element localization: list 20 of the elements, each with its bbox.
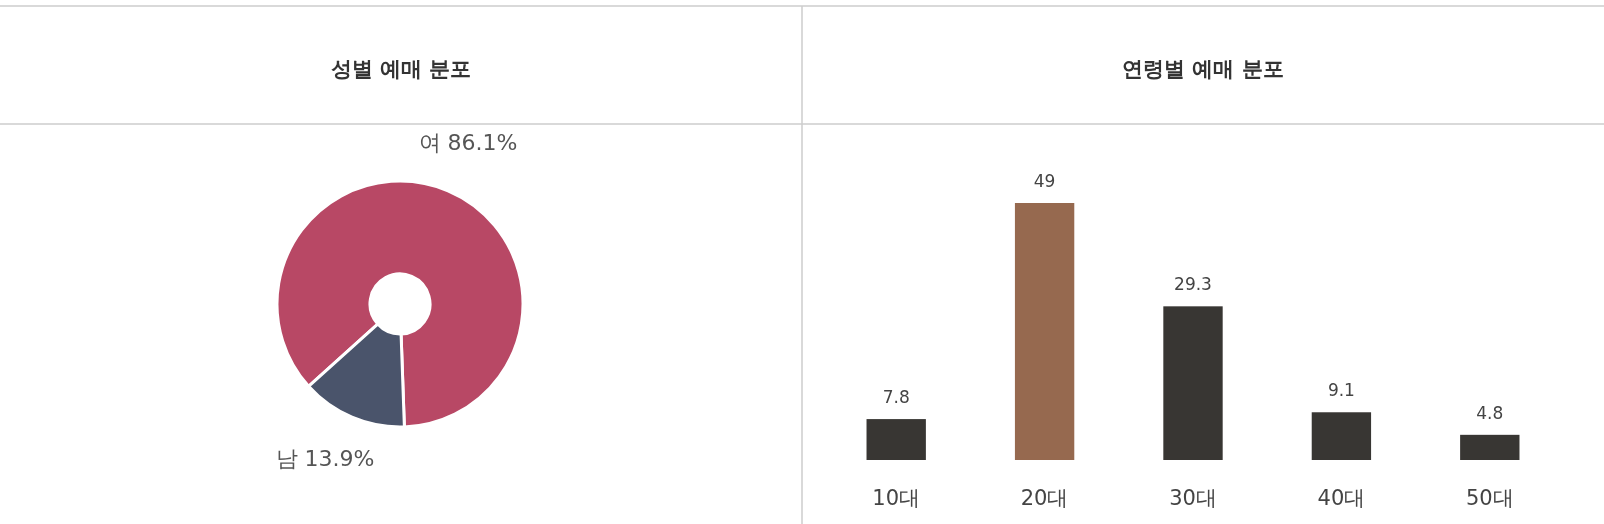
data-label: 7.8 (882, 387, 910, 408)
bar (1163, 306, 1223, 460)
data-label: 49 (1033, 171, 1056, 191)
data-label: 29.3 (1174, 274, 1212, 295)
donut-slice (275, 179, 525, 429)
bar (1460, 434, 1520, 460)
x-tick-label: 40대 (1317, 486, 1366, 510)
slice-label: 여 86.1% (418, 130, 518, 155)
x-tick-label: 50대 (1465, 486, 1514, 510)
chart-title: 연령별 예매 분포 (1122, 57, 1284, 81)
slice-label: 남 13.9% (275, 446, 375, 471)
data-label: 9.1 (1327, 380, 1355, 401)
bar (866, 419, 926, 460)
data-label: 4.8 (1476, 402, 1504, 423)
x-tick-label: 10대 (872, 486, 921, 510)
bar (1014, 203, 1075, 460)
x-tick-label: 30대 (1169, 486, 1217, 510)
x-tick-label: 20대 (1020, 486, 1069, 510)
chart-title: 성별 예매 분포 (330, 57, 472, 81)
bar (1311, 412, 1372, 460)
